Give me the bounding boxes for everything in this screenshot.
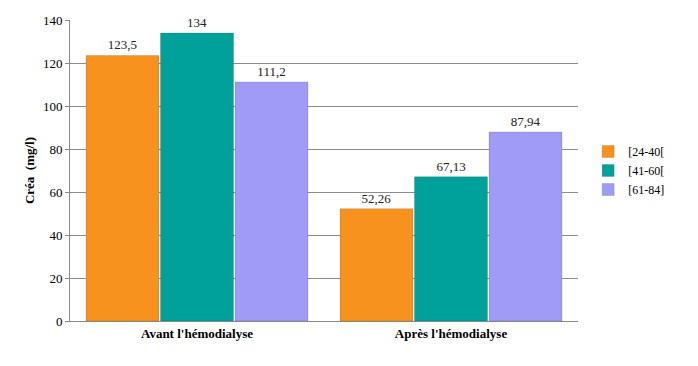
svg-text:60: 60 (49, 185, 62, 200)
svg-text:140: 140 (43, 13, 63, 28)
svg-text:123,5: 123,5 (108, 37, 137, 52)
svg-text:87,94: 87,94 (511, 114, 541, 129)
svg-text:120: 120 (43, 56, 63, 71)
svg-text:80: 80 (49, 142, 62, 157)
svg-text:111,2: 111,2 (257, 64, 285, 79)
svg-text:40: 40 (49, 228, 62, 243)
svg-text:[24-40[: [24-40[ (628, 145, 664, 159)
svg-text:[41-60[: [41-60[ (628, 164, 664, 178)
svg-text:Avant l'hémodialyse: Avant l'hémodialyse (141, 326, 253, 341)
svg-text:67,13: 67,13 (436, 159, 465, 174)
svg-text:52,26: 52,26 (362, 191, 392, 206)
svg-text:[61-84]: [61-84] (628, 183, 664, 197)
svg-text:Créa (mg/l): Créa (mg/l) (22, 137, 37, 204)
svg-text:100: 100 (43, 99, 63, 114)
svg-text:134: 134 (187, 15, 207, 30)
svg-text:0: 0 (56, 314, 63, 329)
svg-text:Après l'hémodialyse: Après l'hémodialyse (395, 326, 508, 341)
svg-text:20: 20 (49, 271, 62, 286)
